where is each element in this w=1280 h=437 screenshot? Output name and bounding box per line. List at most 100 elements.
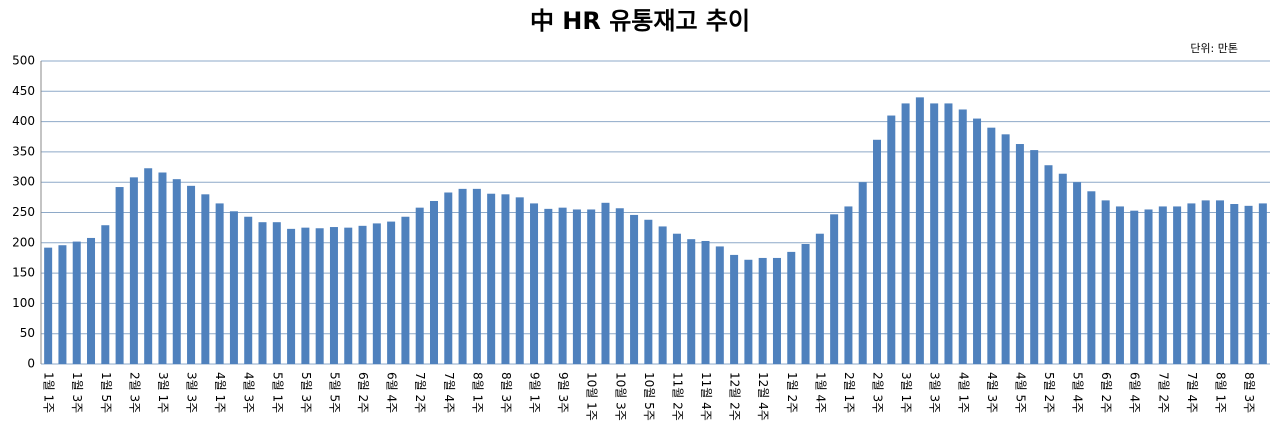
x-tick-label: 6월 4주 bbox=[385, 372, 399, 413]
bar bbox=[401, 216, 410, 364]
y-tick-label: 50 bbox=[20, 326, 35, 340]
bar bbox=[701, 240, 710, 364]
bar bbox=[129, 177, 138, 364]
bar bbox=[1030, 150, 1039, 364]
x-tick-label: 5월 5주 bbox=[327, 372, 341, 413]
bar bbox=[201, 194, 210, 364]
bar bbox=[672, 233, 681, 364]
x-tick-label: 5월 4주 bbox=[1071, 372, 1085, 413]
bar bbox=[758, 257, 767, 364]
bar bbox=[144, 168, 153, 364]
bar bbox=[315, 228, 324, 364]
x-tick-label: 6월 4주 bbox=[1128, 372, 1142, 413]
bar bbox=[501, 194, 510, 364]
x-tick-label: 5월 1주 bbox=[270, 372, 284, 413]
x-tick-label: 9월 1주 bbox=[528, 372, 542, 413]
bar bbox=[1215, 200, 1224, 364]
x-tick-label: 12월 2주 bbox=[728, 372, 742, 421]
bar bbox=[215, 203, 224, 364]
x-tick-label: 4월 3주 bbox=[985, 372, 999, 413]
x-tick-label: 1월 4주 bbox=[813, 372, 827, 413]
bar bbox=[229, 211, 238, 364]
bar bbox=[258, 222, 267, 364]
bar bbox=[444, 192, 453, 364]
bar bbox=[415, 207, 424, 364]
x-tick-label: 1월 2주 bbox=[785, 372, 799, 413]
bar bbox=[158, 172, 167, 364]
x-tick-label: 1월 5주 bbox=[99, 372, 113, 413]
bar bbox=[844, 206, 853, 364]
bar bbox=[372, 223, 381, 364]
bar bbox=[515, 197, 524, 364]
bar bbox=[1244, 205, 1253, 364]
y-tick-label: 150 bbox=[12, 266, 35, 280]
x-tick-label: 4월 1주 bbox=[956, 372, 970, 413]
bar bbox=[873, 139, 882, 364]
bar bbox=[615, 208, 624, 364]
bar bbox=[1130, 210, 1139, 364]
bar bbox=[387, 221, 396, 364]
x-tick-label: 10월 1주 bbox=[585, 372, 599, 421]
bar bbox=[329, 227, 338, 364]
y-tick-label: 500 bbox=[12, 54, 35, 68]
bar bbox=[530, 203, 539, 364]
x-tick-label: 7월 2주 bbox=[413, 372, 427, 413]
bar bbox=[687, 239, 696, 364]
x-tick-label: 8월 1주 bbox=[470, 372, 484, 413]
bar bbox=[1015, 144, 1024, 364]
x-tick-label: 10월 5주 bbox=[642, 372, 656, 421]
bar bbox=[644, 219, 653, 364]
x-tick-label: 4월 5주 bbox=[1013, 372, 1027, 413]
bar bbox=[730, 254, 739, 364]
y-tick-label: 200 bbox=[12, 235, 35, 249]
x-tick-label: 3월 1주 bbox=[899, 372, 913, 413]
bar bbox=[1058, 173, 1067, 364]
bar bbox=[558, 207, 567, 364]
chart-title: 中 HR 유통재고 추이 bbox=[530, 7, 750, 35]
bar bbox=[830, 214, 839, 364]
x-tick-label: 3월 1주 bbox=[156, 372, 170, 413]
bar bbox=[244, 216, 253, 364]
bar bbox=[487, 193, 496, 364]
x-tick-label: 9월 3주 bbox=[556, 372, 570, 413]
bar bbox=[301, 227, 310, 364]
y-tick-label: 350 bbox=[12, 144, 35, 158]
bar bbox=[901, 103, 910, 365]
bar bbox=[858, 182, 867, 364]
bar bbox=[1173, 206, 1182, 364]
x-tick-label: 4월 3주 bbox=[242, 372, 256, 413]
bar bbox=[572, 209, 581, 364]
bar bbox=[1001, 134, 1010, 364]
bar bbox=[815, 233, 824, 364]
bar bbox=[630, 214, 639, 364]
bar bbox=[801, 244, 810, 364]
bar bbox=[658, 226, 667, 364]
x-tick-label: 2월 1주 bbox=[842, 372, 856, 413]
bar bbox=[1073, 182, 1082, 364]
bar bbox=[987, 127, 996, 364]
bar bbox=[930, 103, 939, 365]
bar bbox=[958, 109, 967, 364]
x-tick-label: 3월 3주 bbox=[928, 372, 942, 413]
bar bbox=[915, 97, 924, 365]
bar bbox=[1201, 200, 1210, 364]
bar bbox=[544, 208, 553, 364]
bar bbox=[472, 188, 481, 364]
bar bbox=[787, 251, 796, 364]
x-tick-label: 6월 2주 bbox=[1099, 372, 1113, 413]
x-tick-label: 11월 2주 bbox=[670, 372, 684, 421]
x-tick-label: 8월 3주 bbox=[1242, 372, 1256, 413]
bar bbox=[87, 237, 96, 364]
x-tick-label: 6월 2주 bbox=[356, 372, 370, 413]
x-tick-label: 2월 3주 bbox=[127, 372, 141, 413]
bar bbox=[358, 225, 367, 364]
y-tick-label: 0 bbox=[27, 357, 35, 371]
y-tick-label: 300 bbox=[12, 175, 35, 189]
bar bbox=[887, 115, 896, 364]
bar bbox=[715, 246, 724, 364]
bar bbox=[44, 247, 53, 364]
y-tick-label: 100 bbox=[12, 296, 35, 310]
x-tick-label: 5월 2주 bbox=[1042, 372, 1056, 413]
x-tick-label: 2월 3주 bbox=[871, 372, 885, 413]
